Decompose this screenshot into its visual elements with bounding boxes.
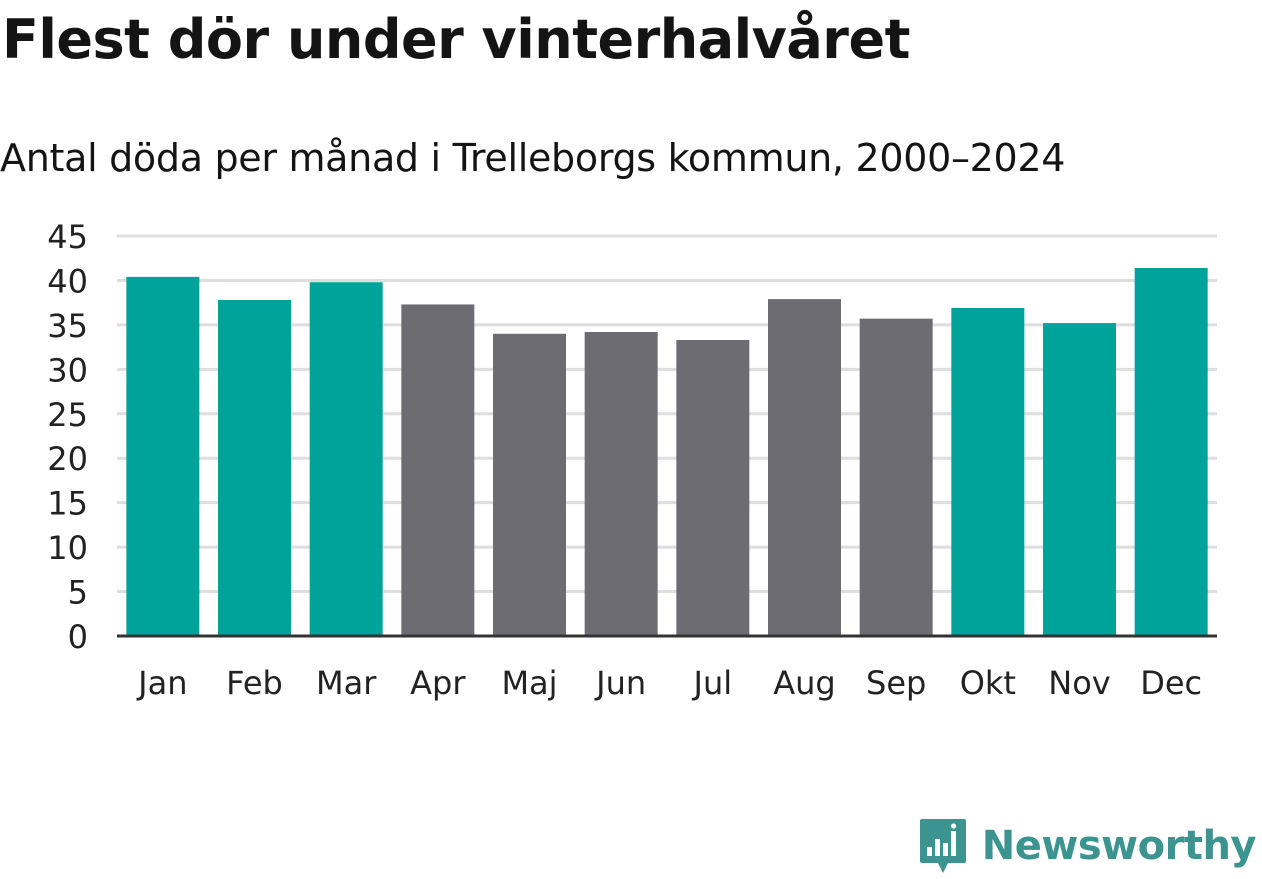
bar-maj: [493, 333, 566, 636]
x-tick-label: Maj: [501, 664, 557, 702]
bar-apr: [401, 304, 475, 636]
y-tick-label: 15: [47, 485, 88, 523]
x-tick-label: Jun: [594, 664, 646, 702]
x-tick-label: Jul: [692, 664, 733, 702]
bars: [126, 268, 1208, 636]
x-tick-label: Apr: [410, 664, 466, 702]
y-tick-label: 10: [47, 529, 88, 567]
x-tick-label: Jan: [136, 664, 187, 702]
x-tick-label: Nov: [1048, 664, 1110, 702]
x-tick-label: Mar: [316, 664, 377, 702]
y-tick-label: 35: [47, 307, 88, 345]
bar-aug: [768, 299, 841, 636]
bar-feb: [218, 300, 291, 636]
chart-subtitle: Antal döda per månad i Trelleborgs kommu…: [0, 136, 1066, 180]
x-tick-label: Feb: [226, 664, 283, 702]
bar-mar: [309, 282, 383, 636]
bar-sep: [859, 318, 933, 636]
x-tick-label: Dec: [1140, 664, 1202, 702]
y-tick-label: 5: [68, 574, 88, 612]
x-tick-label: Okt: [960, 664, 1016, 702]
y-tick-label: 45: [47, 218, 88, 256]
x-tick-label: Sep: [866, 664, 926, 702]
y-tick-label: 30: [47, 351, 88, 389]
x-axis-labels: Jan Feb Mar Apr Maj Jun Jul Aug Sep Okt Nov Dec: [136, 664, 1202, 702]
newsworthy-logo-icon: [919, 819, 966, 873]
bar-jan: [126, 276, 200, 636]
y-axis-ticks: 0 5 10 15 20 25 30 35 40 45: [47, 218, 88, 656]
y-tick-label: 20: [47, 440, 88, 478]
gridlines: [117, 234, 1217, 594]
brand-name: Newsworthy: [981, 823, 1257, 869]
x-tick-label: Aug: [773, 664, 835, 702]
y-tick-label: 25: [47, 396, 88, 434]
bar-jun: [584, 332, 658, 636]
bar-nov: [1043, 323, 1116, 636]
newsworthy-logo: Newsworthy: [918, 817, 1257, 875]
y-tick-label: 40: [47, 262, 88, 300]
bar-okt: [951, 308, 1025, 636]
bar-dec: [1134, 268, 1208, 636]
y-tick-label: 0: [68, 618, 88, 656]
bar-jul: [676, 340, 750, 636]
chart-title: Flest dör under vinterhalvåret: [2, 8, 910, 71]
